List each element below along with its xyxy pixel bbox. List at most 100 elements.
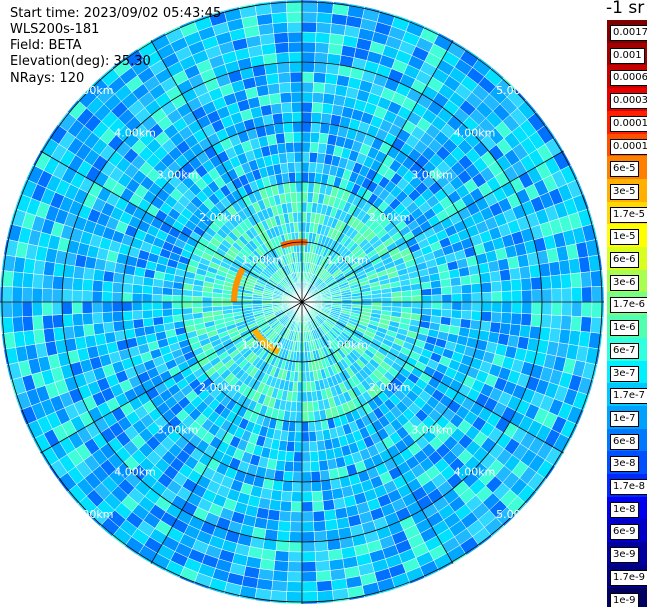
range-gate [301,121,312,133]
range-gate [21,301,33,317]
range-gate [431,287,443,296]
range-gate [81,290,93,303]
range-gate [571,287,583,303]
range-gate [131,310,144,321]
range-gate [287,571,303,583]
range-gate [112,320,125,332]
range-gate [459,275,472,286]
range-gate [201,306,213,313]
range-gate [152,316,164,326]
colorbar-tick-label: 0.001 [610,47,645,64]
range-gate [131,283,144,294]
range-gate [461,301,473,312]
range-gate [102,270,115,283]
colorbar-tick-label: 3e-8 [610,456,639,473]
range-gate [401,295,413,303]
range-gate [21,287,33,303]
range-gate [313,530,328,542]
range-ring-label: 5.00km [496,508,538,521]
range-gate [313,410,322,422]
range-gate [460,283,473,294]
range-gate [581,301,593,318]
range-gate [121,292,133,303]
range-gate [308,431,317,443]
range-gate [301,31,317,43]
range-gate [301,461,312,473]
colorbar-tick-label: 6e-8 [610,433,639,450]
range-gate [491,291,503,303]
range-gate [273,560,289,572]
range-gate [315,560,331,572]
range-gate [286,1,303,13]
range-gate [315,430,325,442]
range-gate [550,314,562,330]
range-gate [301,11,318,23]
range-gate [291,491,303,503]
range-gate [509,323,522,337]
range-gate [291,481,303,493]
range-gate [162,315,174,325]
range-gate [591,301,603,318]
range-gate [479,320,492,332]
range-gate [301,561,317,573]
range-gate [141,309,154,319]
range-gate [286,11,303,23]
range-gate [292,131,303,143]
range-gate [451,293,463,303]
range-gate [314,42,330,54]
range-gate [278,510,292,522]
range-gate [421,294,433,303]
range-ring-label: 2.00km [199,211,241,224]
colorbar-tick-label: 6e-9 [610,524,639,541]
range-gate [290,511,303,523]
field-text: Field: BETA [10,38,82,53]
range-gate [293,141,303,153]
range-gate [51,288,63,303]
range-gate [286,591,303,603]
range-gate [580,271,592,288]
range-gate [275,540,290,552]
range-gate [32,315,44,331]
range-gate [292,121,303,133]
range-gate [31,287,43,303]
colorbar-tick-label: 0.00017 [610,115,647,132]
range-gate [301,361,306,373]
range-gate [293,441,303,453]
range-gate [270,2,288,14]
range-gate [301,351,306,363]
range-gate [306,401,314,413]
range-ring-label: 4.00km [454,466,496,479]
range-gate [2,270,14,288]
range-gate [274,550,290,562]
range-gate [151,309,164,318]
range-gate [501,301,513,314]
range-gate [571,301,583,317]
range-gate [280,102,293,114]
range-gate [22,315,34,332]
range-gate [290,91,303,103]
range-gate [92,279,104,292]
range-gate [141,293,153,303]
range-gate [431,294,443,303]
range-gate [275,132,286,145]
range-gate [510,312,522,326]
range-gate [295,181,303,193]
range-gate [285,450,295,463]
range-gate [590,316,602,334]
range-ring-label: 2.00km [369,381,411,394]
range-gate [519,265,531,280]
range-gate [301,1,318,13]
range-gate [292,471,303,483]
range-gate [41,288,53,303]
range-gate [295,411,303,423]
range-gate [91,301,103,314]
range-gate [471,292,483,303]
range-gate [296,391,303,403]
range-gate [268,499,282,512]
range-gate [161,301,173,310]
range-gate [371,297,383,303]
colorbar-tick-label: 6e-7 [610,342,639,359]
range-gate [441,293,453,303]
range-gate [290,81,303,93]
range-gate [295,401,303,413]
